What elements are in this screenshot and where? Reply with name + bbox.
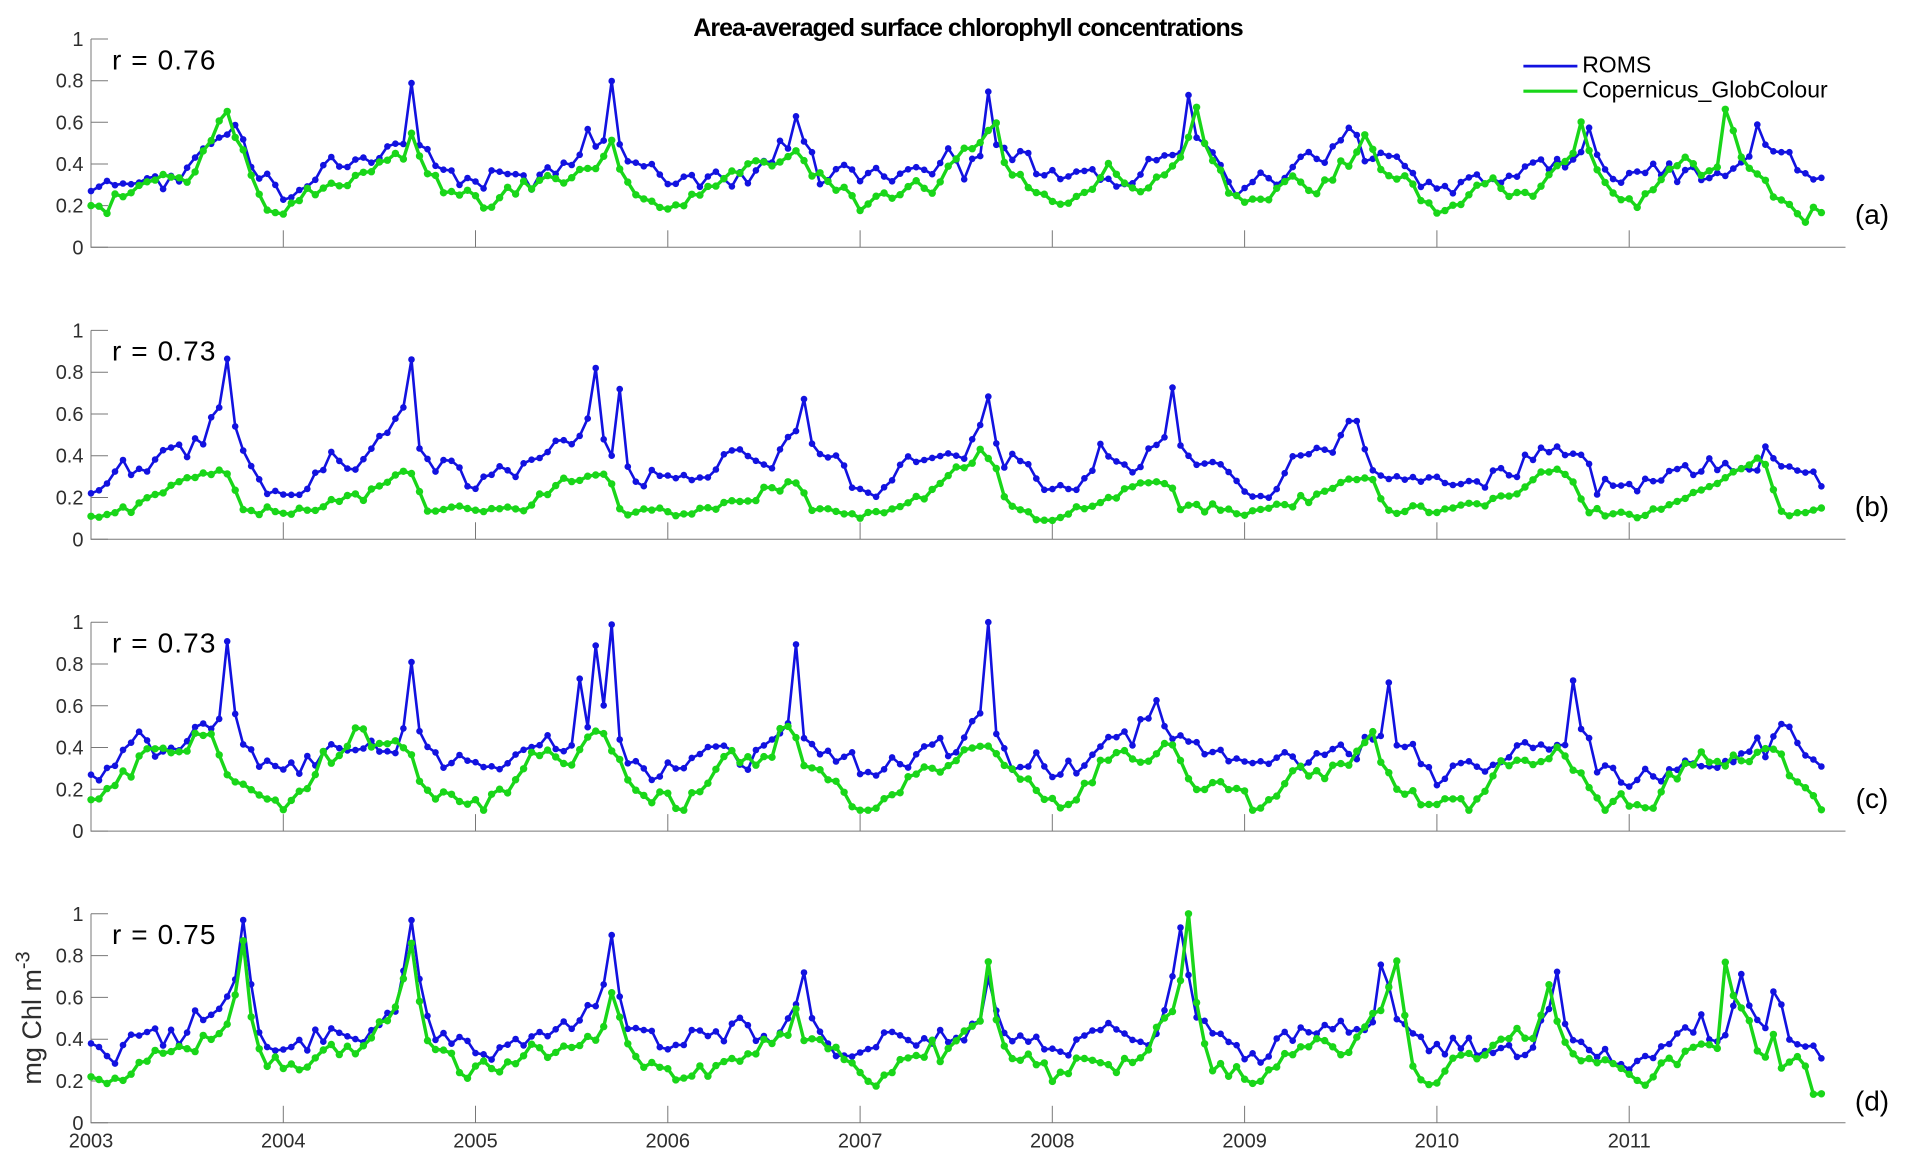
svg-text:Area-averaged surface chloroph: Area-averaged surface chlorophyll concen… xyxy=(693,14,1243,42)
svg-text:0: 0 xyxy=(72,237,83,259)
svg-text:(b): (b) xyxy=(1855,491,1889,522)
svg-text:2010: 2010 xyxy=(1415,1131,1460,1153)
svg-text:0.2: 0.2 xyxy=(56,1071,84,1093)
svg-text:0.8: 0.8 xyxy=(56,362,84,384)
svg-text:r = 0.73: r = 0.73 xyxy=(112,628,217,659)
svg-text:2004: 2004 xyxy=(261,1131,306,1153)
svg-text:0.8: 0.8 xyxy=(56,71,84,93)
svg-text:0: 0 xyxy=(72,1113,83,1135)
svg-text:0: 0 xyxy=(72,529,83,551)
svg-text:0.6: 0.6 xyxy=(56,404,84,426)
svg-text:0.8: 0.8 xyxy=(56,946,84,968)
svg-text:r = 0.76: r = 0.76 xyxy=(112,44,217,75)
svg-text:(a): (a) xyxy=(1855,199,1889,230)
svg-text:(c): (c) xyxy=(1856,783,1889,814)
svg-text:Copernicus_GlobColour: Copernicus_GlobColour xyxy=(1582,76,1828,102)
svg-text:(d): (d) xyxy=(1855,1085,1889,1116)
svg-text:2011: 2011 xyxy=(1608,1131,1651,1153)
svg-text:0.6: 0.6 xyxy=(56,696,84,718)
svg-text:0: 0 xyxy=(72,821,83,843)
svg-text:2009: 2009 xyxy=(1222,1131,1267,1153)
svg-text:1: 1 xyxy=(72,320,83,342)
svg-text:0.6: 0.6 xyxy=(56,112,84,134)
svg-text:0.2: 0.2 xyxy=(56,196,84,218)
svg-text:1: 1 xyxy=(72,904,83,926)
svg-text:0.6: 0.6 xyxy=(56,987,84,1009)
svg-text:0.4: 0.4 xyxy=(56,1029,84,1051)
svg-text:0.4: 0.4 xyxy=(56,738,84,760)
svg-text:2007: 2007 xyxy=(838,1131,883,1153)
svg-text:1: 1 xyxy=(72,29,83,51)
svg-text:0.2: 0.2 xyxy=(56,779,84,801)
svg-text:0.2: 0.2 xyxy=(56,488,84,510)
svg-text:ROMS: ROMS xyxy=(1582,51,1651,77)
svg-text:0.8: 0.8 xyxy=(56,654,84,676)
svg-text:2006: 2006 xyxy=(646,1131,691,1153)
svg-text:r = 0.75: r = 0.75 xyxy=(112,919,217,950)
svg-text:1: 1 xyxy=(72,612,83,634)
svg-text:2003: 2003 xyxy=(69,1131,114,1153)
svg-text:2008: 2008 xyxy=(1030,1131,1075,1153)
svg-text:0.4: 0.4 xyxy=(56,446,84,468)
svg-text:mg Chl m-3: mg Chl m-3 xyxy=(13,951,48,1084)
svg-text:r = 0.73: r = 0.73 xyxy=(112,336,217,367)
svg-text:2005: 2005 xyxy=(453,1131,498,1153)
svg-text:0.4: 0.4 xyxy=(56,154,84,176)
